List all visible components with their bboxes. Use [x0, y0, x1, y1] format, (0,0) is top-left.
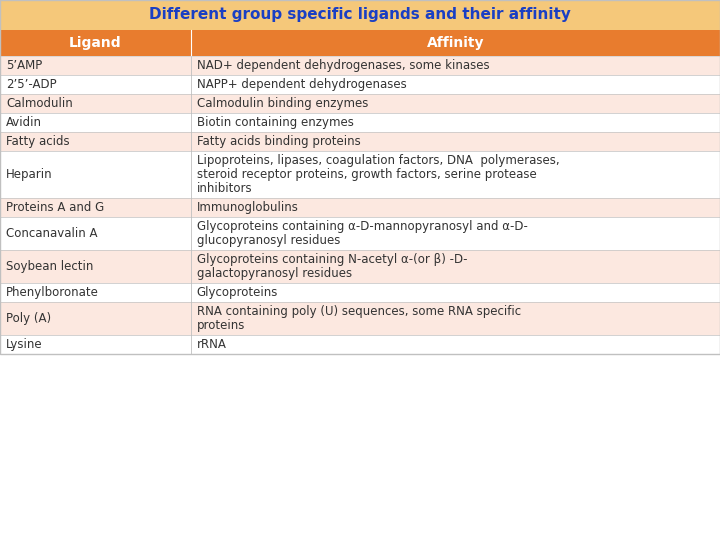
Bar	[0, 132, 720, 151]
Text: Heparin: Heparin	[6, 168, 53, 181]
Text: Lipoproteins, lipases, coagulation factors, DNA  polymerases,: Lipoproteins, lipases, coagulation facto…	[197, 154, 559, 167]
Bar	[0, 217, 720, 250]
Text: Glycoproteins containing N-acetyl α-(or β) -D-: Glycoproteins containing N-acetyl α-(or …	[197, 253, 467, 266]
Text: NAD+ dependent dehydrogenases, some kinases: NAD+ dependent dehydrogenases, some kina…	[197, 59, 490, 72]
Text: Fatty acids binding proteins: Fatty acids binding proteins	[197, 135, 361, 148]
Bar	[0, 151, 720, 198]
Text: galactopyranosyl residues: galactopyranosyl residues	[197, 267, 352, 280]
Bar	[0, 250, 720, 283]
Text: Lysine: Lysine	[6, 338, 42, 351]
Text: Different group specific ligands and their affinity: Different group specific ligands and the…	[149, 8, 571, 23]
Text: 2’5’-ADP: 2’5’-ADP	[6, 78, 57, 91]
Text: inhibitors: inhibitors	[197, 182, 253, 195]
Text: Proteins A and G: Proteins A and G	[6, 201, 104, 214]
Text: Fatty acids: Fatty acids	[6, 135, 70, 148]
Text: glucopyranosyl residues: glucopyranosyl residues	[197, 234, 340, 247]
Bar	[0, 335, 720, 354]
Bar	[0, 56, 720, 75]
Text: proteins: proteins	[197, 319, 246, 332]
Text: Poly (A): Poly (A)	[6, 312, 51, 325]
Bar	[0, 302, 720, 335]
Text: RNA containing poly (U) sequences, some RNA specific: RNA containing poly (U) sequences, some …	[197, 305, 521, 318]
Text: Immunoglobulins: Immunoglobulins	[197, 201, 299, 214]
Text: steroid receptor proteins, growth factors, serine protease: steroid receptor proteins, growth factor…	[197, 168, 536, 181]
Text: Glycoproteins containing α-D-mannopyranosyl and α-D-: Glycoproteins containing α-D-mannopyrano…	[197, 220, 528, 233]
Text: Ligand: Ligand	[69, 36, 122, 50]
Text: Avidin: Avidin	[6, 116, 42, 129]
Bar	[0, 283, 720, 302]
Text: Glycoproteins: Glycoproteins	[197, 286, 278, 299]
Text: Affinity: Affinity	[427, 36, 484, 50]
Text: Soybean lectin: Soybean lectin	[6, 260, 94, 273]
Bar	[0, 113, 720, 132]
Text: Calmodulin binding enzymes: Calmodulin binding enzymes	[197, 97, 368, 110]
Text: Concanavalin A: Concanavalin A	[6, 227, 97, 240]
Bar	[0, 0, 720, 354]
Text: 5’AMP: 5’AMP	[6, 59, 42, 72]
Text: rRNA: rRNA	[197, 338, 227, 351]
Text: Calmodulin: Calmodulin	[6, 97, 73, 110]
Bar	[0, 30, 720, 56]
Text: Biotin containing enzymes: Biotin containing enzymes	[197, 116, 354, 129]
Text: Phenylboronate: Phenylboronate	[6, 286, 99, 299]
Bar	[0, 0, 720, 30]
Text: NAPP+ dependent dehydrogenases: NAPP+ dependent dehydrogenases	[197, 78, 407, 91]
Bar	[0, 75, 720, 94]
Bar	[0, 94, 720, 113]
Bar	[0, 198, 720, 217]
